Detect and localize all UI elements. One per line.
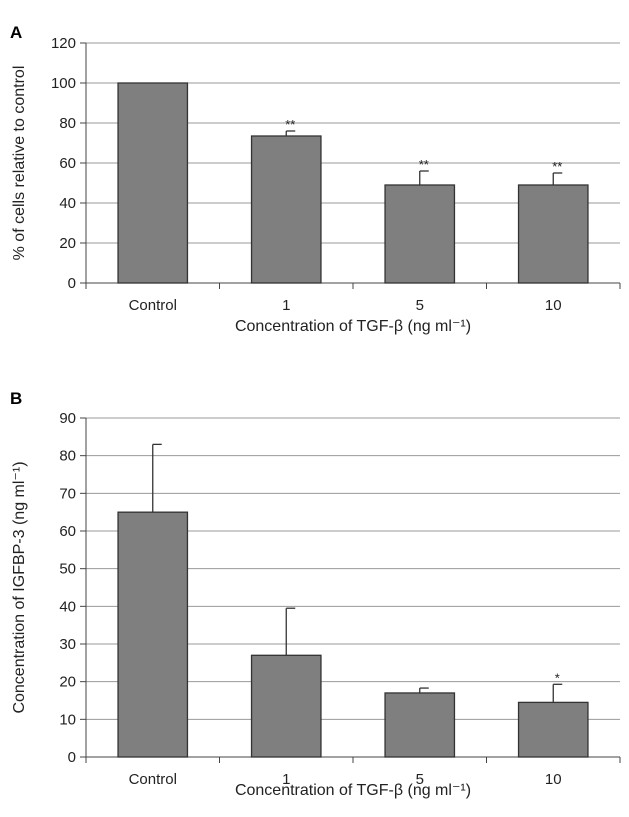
y-tick-label: 40 <box>59 195 76 212</box>
y-tick-label: 70 <box>59 485 76 502</box>
y-axis-title: % of cells relative to control <box>11 66 28 261</box>
x-tick-label: Control <box>129 297 177 314</box>
y-tick-label: 20 <box>59 674 76 691</box>
y-tick-label: 30 <box>59 636 76 653</box>
x-tick-label: 5 <box>416 297 424 314</box>
x-tick-label: 10 <box>545 297 562 314</box>
panel-label: A <box>10 23 22 42</box>
significance-marker: * <box>555 670 560 685</box>
y-axis-title: Concentration of IGFBP-3 (ng ml⁻¹) <box>11 461 28 713</box>
y-tick-label: 0 <box>68 749 76 766</box>
y-tick-label: 0 <box>68 275 76 292</box>
x-tick-label: Control <box>129 771 177 788</box>
x-tick-label: 5 <box>416 771 424 788</box>
x-axis-title: Concentration of TGF-β (ng ml⁻¹) <box>235 782 471 799</box>
y-tick-label: 50 <box>59 561 76 578</box>
bar <box>517 701 589 758</box>
y-tick-label: 80 <box>59 448 76 465</box>
bar <box>250 135 322 284</box>
bar <box>384 692 456 758</box>
y-tick-label: 100 <box>51 75 76 92</box>
panel-label: B <box>10 389 22 408</box>
x-tick-label: 1 <box>282 297 290 314</box>
y-tick-label: 120 <box>51 35 76 52</box>
significance-marker: ** <box>552 159 562 174</box>
significance-marker: ** <box>285 117 295 132</box>
bar <box>250 654 322 758</box>
y-tick-label: 90 <box>59 410 76 427</box>
y-tick-label: 60 <box>59 523 76 540</box>
y-tick-label: 80 <box>59 115 76 132</box>
y-tick-label: 40 <box>59 598 76 615</box>
y-tick-label: 10 <box>59 711 76 728</box>
y-tick-label: 20 <box>59 235 76 252</box>
bar <box>384 184 456 284</box>
y-tick-label: 60 <box>59 155 76 172</box>
bar <box>517 184 589 284</box>
x-axis-title: Concentration of TGF-β (ng ml⁻¹) <box>235 318 471 335</box>
bar <box>117 82 189 284</box>
bar <box>117 511 189 758</box>
chart-panel-a: A 0 20 40 60 80 100 120 Control ** 1 ** 5 ** 10 Concent… <box>10 23 621 335</box>
x-tick-label: 10 <box>545 771 562 788</box>
significance-marker: ** <box>419 157 429 172</box>
x-tick-label: 1 <box>282 771 290 788</box>
chart-panel-b: B 0 10 20 30 40 50 60 70 80 90 Control 1 5 * 10 Concentr… <box>10 389 621 799</box>
